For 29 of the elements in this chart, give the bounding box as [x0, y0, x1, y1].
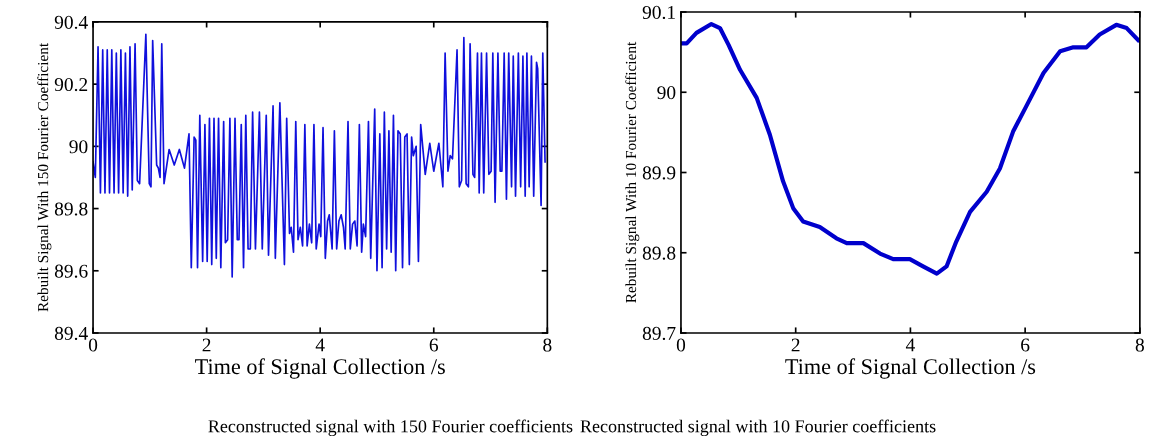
y-tick-label: 90: [69, 140, 88, 154]
x-tick-label: 6: [1021, 338, 1030, 352]
x-tick-label: 2: [202, 338, 211, 352]
x-tick-label: 4: [905, 338, 915, 352]
x-tick-label: 8: [1135, 338, 1144, 352]
x-tick-label: 2: [791, 338, 800, 352]
y-tick-label: 90.1: [642, 5, 675, 20]
text: Reconstructed signal with 10 Fourier coefficients: [580, 419, 936, 437]
line-series: [680, 21, 1140, 276]
line-series: [93, 33, 546, 278]
y-tick-label: 90.2: [54, 77, 88, 92]
y-tick-label: 89.7: [642, 326, 676, 341]
y-tick-label: 89.6: [54, 264, 88, 278]
y-axis-title: Rebuilt Signal With 10 Fourier Coefficient: [625, 41, 640, 303]
text: Reconstructed signal with 150 Fourier coefficients: [208, 419, 573, 437]
y-tick-label: 89.8: [54, 202, 88, 216]
x-tick-label: 0: [676, 338, 686, 352]
y-tick-label: 90.4: [54, 15, 88, 29]
x-tick-label: 4: [315, 338, 325, 352]
y-axis-title: Rebuilt Signal With 150 Fourier Coefficient: [37, 42, 52, 312]
y-tick-label: 89.9: [642, 166, 676, 180]
y-tick-label: 89.8: [642, 246, 676, 260]
x-tick-label: 6: [429, 338, 439, 352]
x-axis-title: Time of Signal Collection /s: [195, 358, 445, 379]
x-axis-title: Time of Signal Collection /s: [785, 358, 1036, 379]
x-tick-label: 0: [88, 338, 98, 352]
y-tick-label: 89.4: [54, 326, 88, 341]
x-tick-label: 8: [543, 338, 552, 352]
y-tick-label: 90: [657, 86, 676, 100]
